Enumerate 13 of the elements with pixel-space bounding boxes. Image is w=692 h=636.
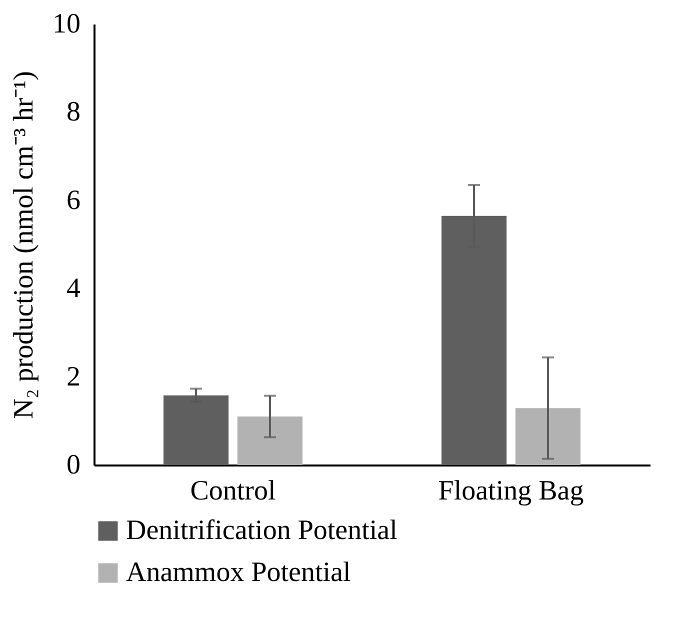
bar (515, 408, 580, 465)
y-tick-label: 0 (66, 450, 80, 480)
y-tick-label: 2 (66, 361, 80, 392)
y-tick-label: 6 (66, 184, 80, 216)
y-tick-label: 4 (66, 273, 80, 304)
legend-label: Anammox Potential (126, 557, 351, 588)
bar (237, 416, 302, 465)
x-tick-label: Floating Bag (438, 476, 584, 506)
y-tick-label: 10 (52, 8, 80, 40)
legend-label: Denitrification Potential (126, 515, 398, 546)
y-tick-label: 8 (66, 96, 80, 128)
y-axis-title: N₂ production (nmol cm⁻³ hr⁻¹) (8, 71, 40, 419)
x-tick-label: Control (190, 476, 276, 506)
